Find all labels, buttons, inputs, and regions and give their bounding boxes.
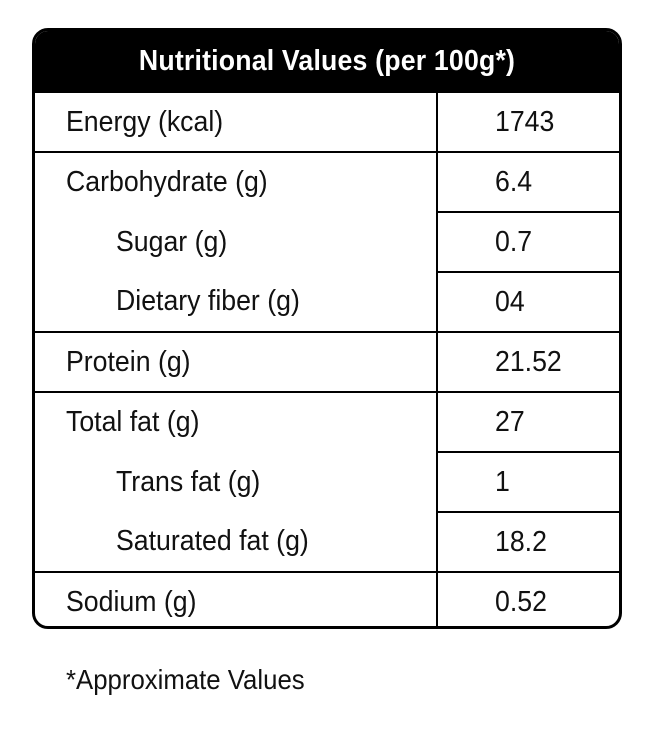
table-row: Energy (kcal) 1743 [35, 91, 619, 152]
nutrition-table-panel: Nutritional Values (per 100g*) Energy (k… [32, 28, 622, 629]
table-header: Nutritional Values (per 100g*) [35, 31, 619, 91]
nutrition-table: Energy (kcal) 1743 Carbohydrate (g) 6.4 … [35, 91, 619, 626]
row-value: 21.52 [437, 331, 619, 392]
row-label: Sodium (g) [35, 571, 438, 626]
row-label: Total fat (g) [35, 391, 438, 452]
row-label: Dietary fiber (g) [35, 272, 438, 332]
table-row: Sugar (g) 0.7 [35, 211, 619, 272]
table-row: Saturated fat (g) 18.2 [35, 511, 619, 572]
table-row: Trans fat (g) 1 [35, 451, 619, 512]
table-row: Sodium (g) 0.52 [35, 571, 619, 626]
table-title: Nutritional Values (per 100g*) [58, 31, 596, 91]
row-value: 0.7 [437, 211, 619, 272]
row-label: Trans fat (g) [35, 452, 438, 512]
footnote: *Approximate Values [66, 664, 305, 695]
row-value: 0.52 [437, 571, 619, 626]
row-label: Sugar (g) [35, 212, 438, 272]
row-label: Protein (g) [35, 331, 438, 392]
table-row: Protein (g) 21.52 [35, 331, 619, 392]
row-value: 6.4 [437, 151, 619, 212]
row-label: Energy (kcal) [35, 91, 438, 152]
row-label: Saturated fat (g) [35, 512, 438, 572]
row-value: 1743 [437, 91, 619, 152]
row-value: 1 [437, 451, 619, 512]
row-label: Carbohydrate (g) [35, 151, 438, 212]
row-value: 27 [437, 391, 619, 452]
table-row: Total fat (g) 27 [35, 391, 619, 452]
table-row: Dietary fiber (g) 04 [35, 271, 619, 332]
table-row: Carbohydrate (g) 6.4 [35, 151, 619, 212]
row-value: 04 [437, 271, 619, 332]
row-value: 18.2 [437, 511, 619, 572]
